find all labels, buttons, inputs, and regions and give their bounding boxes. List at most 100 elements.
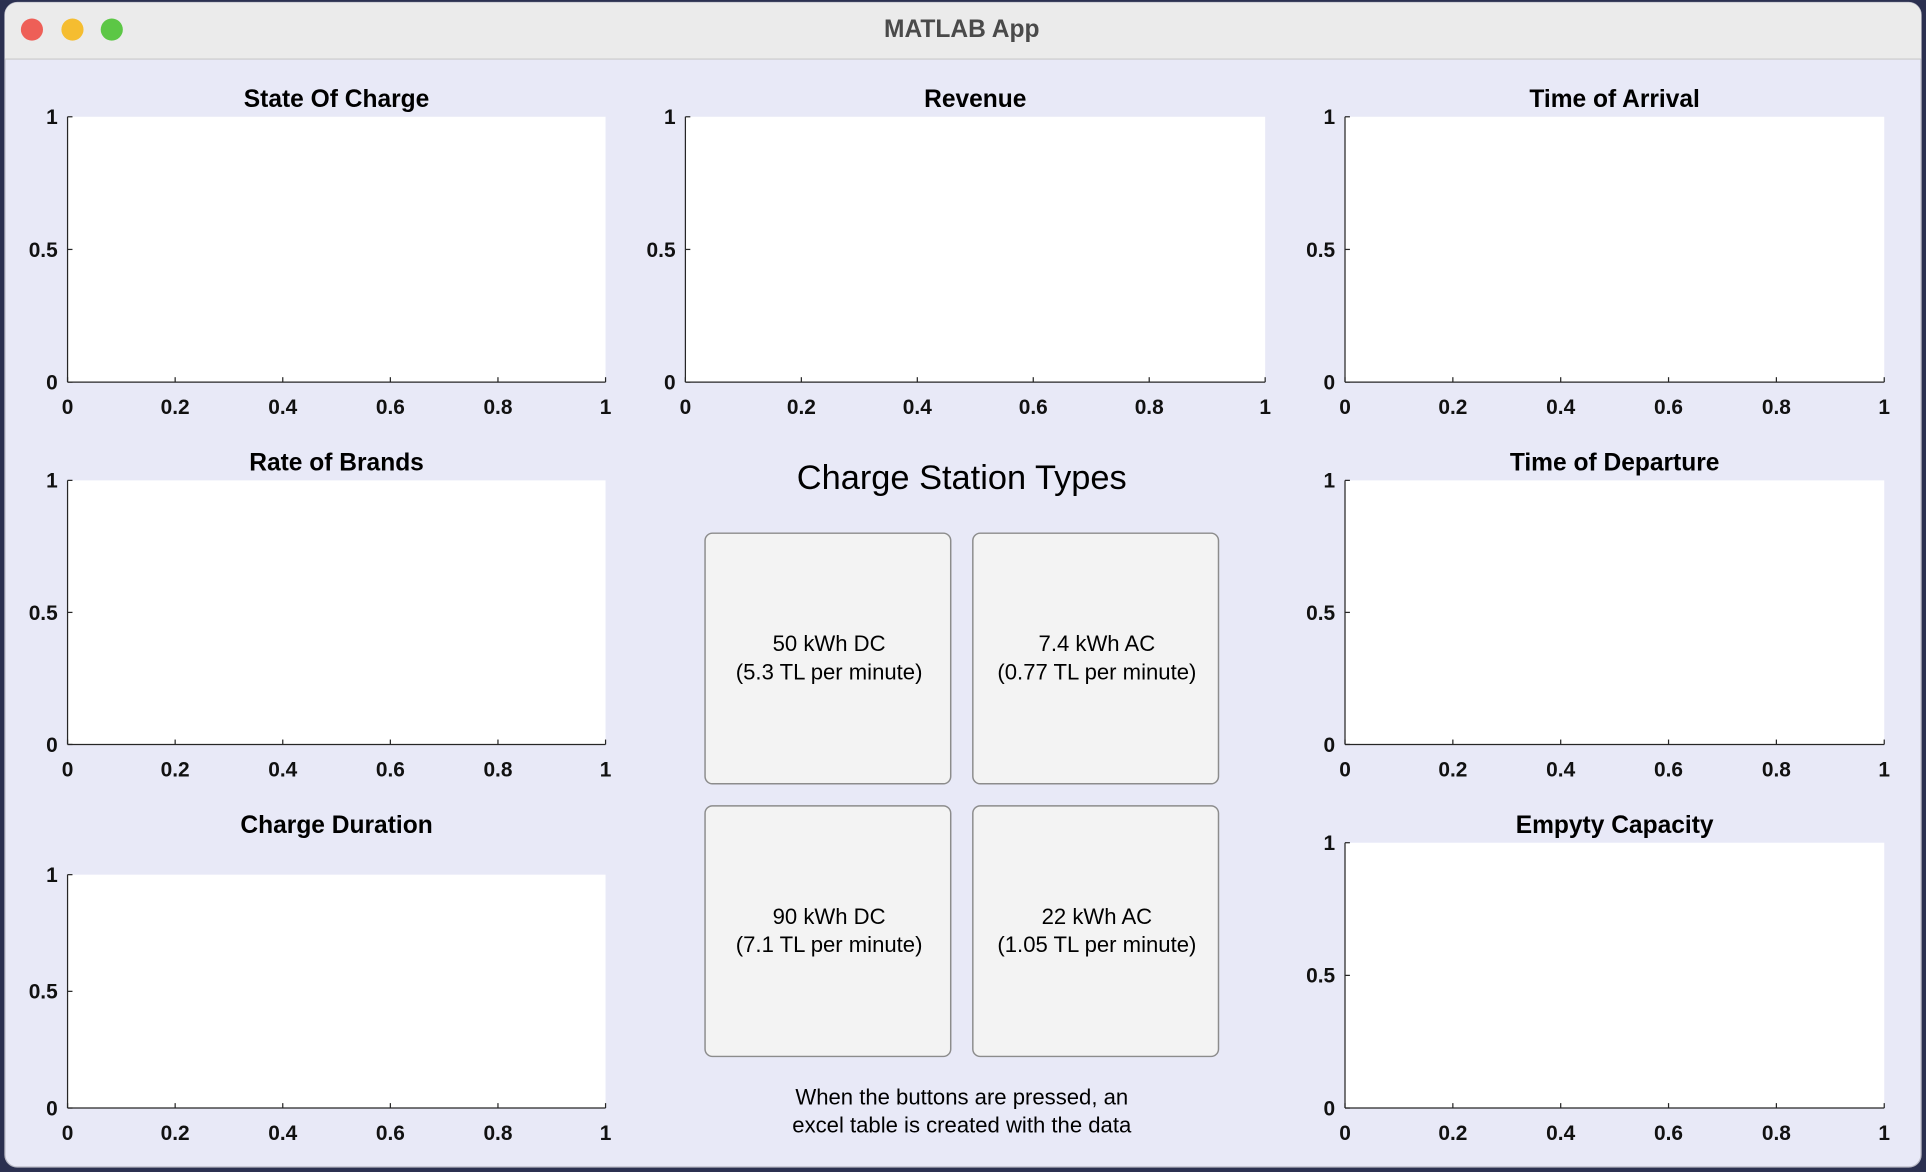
content: State Of Charge 0 0.2 0.4 0.6 0.8 1 0 0.5 1 Revenu…: [29, 86, 1891, 1145]
minimize-button[interactable]: [61, 18, 84, 41]
title-bar: [4, 2, 1922, 60]
window-title: MATLAB App: [884, 16, 1039, 43]
x-tick-label: 0.8: [483, 396, 512, 419]
zoom-button[interactable]: [100, 18, 123, 41]
x-tick-label: 0.6: [376, 758, 405, 781]
x-tick-label: 0: [1339, 758, 1351, 781]
x-tick-label: 0.2: [1438, 758, 1467, 781]
axes-title: Time of Departure: [1510, 450, 1720, 477]
axes-title: Charge Duration: [240, 812, 432, 839]
axes-title: Time of Arrival: [1529, 86, 1700, 113]
y-tick-label: 0: [1324, 734, 1336, 757]
station-button[interactable]: [704, 532, 952, 785]
y-tick-label: 1: [46, 470, 58, 493]
y-tick-label: 1: [1324, 106, 1336, 129]
x-tick-label: 1: [600, 396, 612, 419]
x-tick-label: 0.6: [1019, 396, 1048, 419]
x-tick-label: 1: [1878, 1122, 1890, 1145]
x-tick-label: 0.4: [1546, 1122, 1575, 1145]
x-tick-label: 0.8: [1762, 396, 1791, 419]
x-tick-label: 0.8: [483, 758, 512, 781]
y-tick-label: 0.5: [29, 239, 58, 262]
x-tick-label: 0.6: [376, 1122, 405, 1145]
note-line: When the buttons are pressed, an: [795, 1084, 1128, 1109]
x-tick-label: 0: [680, 396, 692, 419]
x-tick-label: 0: [62, 1122, 74, 1145]
y-tick-label: 0.5: [1306, 602, 1335, 625]
plot-area: [1345, 480, 1885, 745]
x-tick-label: 0.2: [161, 1122, 190, 1145]
panel-title: Charge Station Types: [797, 459, 1127, 497]
y-tick-label: 1: [1324, 832, 1336, 855]
y-tick-label: 0.5: [1306, 965, 1335, 988]
x-tick-label: 0.8: [1135, 396, 1164, 419]
x-tick-label: 1: [1878, 758, 1890, 781]
button-label: 7.4 kWh AC: [1039, 631, 1156, 656]
y-tick-label: 1: [46, 106, 58, 129]
x-tick-label: 0.4: [1546, 758, 1575, 781]
station-button[interactable]: [704, 805, 952, 1058]
y-tick-label: 0: [1324, 371, 1336, 394]
y-tick-label: 0.5: [1306, 239, 1335, 262]
x-tick-label: 1: [600, 1122, 612, 1145]
y-tick-label: 0.5: [29, 602, 58, 625]
x-tick-label: 0.4: [268, 758, 297, 781]
x-tick-label: 0: [62, 396, 74, 419]
x-tick-label: 1: [1259, 396, 1271, 419]
y-tick-label: 1: [1324, 470, 1336, 493]
axes-title: State Of Charge: [244, 86, 430, 113]
y-tick-label: 0: [1324, 1097, 1336, 1120]
axes-title: Rate of Brands: [249, 450, 424, 477]
station-button[interactable]: [972, 805, 1220, 1058]
x-tick-label: 0.6: [376, 396, 405, 419]
plot-area: [1345, 842, 1885, 1109]
plot-area: [685, 116, 1266, 383]
button-label: 90 kWh DC: [773, 904, 886, 929]
x-tick-label: 0.4: [1546, 396, 1575, 419]
x-tick-label: 1: [600, 758, 612, 781]
y-tick-label: 0.5: [29, 981, 58, 1004]
close-button[interactable]: [20, 18, 43, 41]
button-label: (0.77 TL per minute): [997, 659, 1196, 684]
button-label: (5.3 TL per minute): [736, 659, 923, 684]
x-tick-label: 0.6: [1654, 396, 1683, 419]
y-tick-label: 0: [46, 734, 58, 757]
y-tick-label: 0.5: [647, 239, 676, 262]
x-tick-label: 0: [1339, 396, 1351, 419]
x-tick-label: 1: [1878, 396, 1890, 419]
y-tick-label: 1: [46, 864, 58, 887]
plot-area: [1345, 116, 1885, 383]
x-tick-label: 0.2: [161, 758, 190, 781]
x-tick-label: 0.2: [161, 396, 190, 419]
x-tick-label: 0.8: [1762, 1122, 1791, 1145]
y-tick-label: 0: [664, 371, 676, 394]
plot-area: [67, 874, 606, 1109]
note-line: excel table is created with the data: [792, 1113, 1132, 1138]
x-tick-label: 0.4: [268, 396, 297, 419]
y-tick-label: 1: [664, 106, 676, 129]
x-tick-label: 0.2: [1438, 396, 1467, 419]
x-tick-label: 0.2: [787, 396, 816, 419]
y-tick-label: 0: [46, 371, 58, 394]
axes-title: Empyty Capacity: [1516, 812, 1714, 839]
x-tick-label: 0: [62, 758, 74, 781]
x-tick-label: 0.8: [483, 1122, 512, 1145]
station-button[interactable]: [972, 532, 1220, 785]
y-tick-label: 0: [46, 1097, 58, 1120]
button-label: 22 kWh AC: [1042, 904, 1153, 929]
axes-title: Revenue: [924, 86, 1026, 113]
x-tick-label: 0: [1339, 1122, 1351, 1145]
x-tick-label: 0.8: [1762, 758, 1791, 781]
button-label: (1.05 TL per minute): [997, 932, 1196, 957]
plot-area: [67, 480, 606, 745]
x-tick-label: 0.2: [1438, 1122, 1467, 1145]
x-tick-label: 0.4: [268, 1122, 297, 1145]
plot-area: [67, 116, 606, 383]
button-label: (7.1 TL per minute): [736, 932, 923, 957]
button-label: 50 kWh DC: [773, 631, 886, 656]
x-tick-label: 0.4: [903, 396, 932, 419]
x-tick-label: 0.6: [1654, 758, 1683, 781]
x-tick-label: 0.6: [1654, 1122, 1683, 1145]
